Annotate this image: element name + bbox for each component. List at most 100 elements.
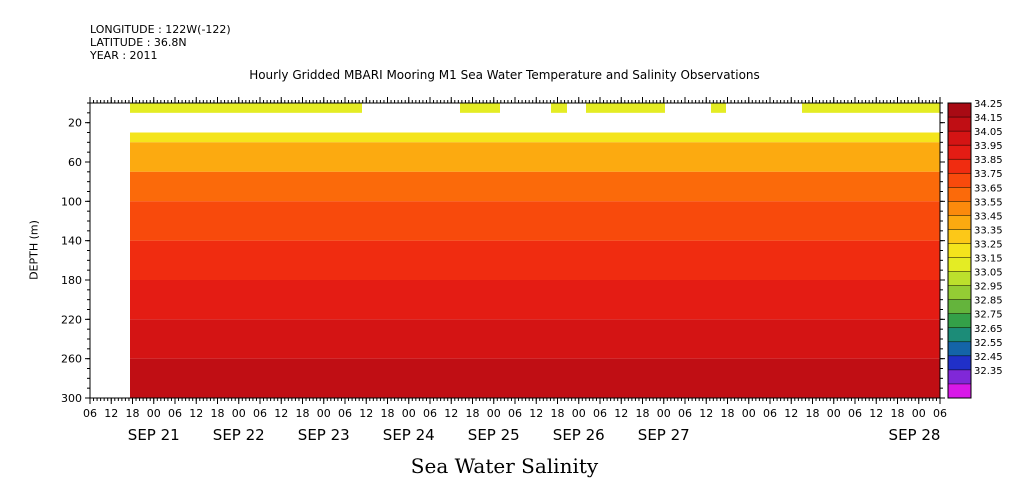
colorbar-swatch: [948, 257, 971, 273]
depth-band: [130, 142, 940, 172]
x-tick-label: 06: [338, 407, 352, 420]
colorbar-label: 33.55: [974, 197, 1003, 208]
colorbar-swatch: [948, 201, 971, 216]
x-tick-label: 18: [466, 407, 480, 420]
x-tick-label: 12: [529, 407, 543, 420]
colorbar-swatch: [948, 285, 971, 301]
colorbar-label: 33.05: [974, 268, 1003, 279]
depth-band: [130, 280, 940, 320]
colorbar-label: 32.45: [974, 352, 1003, 363]
colorbar-swatch: [948, 159, 971, 174]
colorbar-swatch: [948, 173, 971, 188]
x-tick-label: 06: [508, 407, 522, 420]
variable-title: Sea Water Salinity: [410, 454, 599, 478]
x-tick-label: 12: [104, 407, 118, 420]
chart-title: Hourly Gridded MBARI Mooring M1 Sea Wate…: [249, 68, 760, 82]
x-tick-label: 00: [487, 407, 501, 420]
x-date-label: SEP 26: [553, 426, 605, 444]
x-tick-label: 06: [83, 407, 97, 420]
colorbar-swatch: [948, 117, 971, 132]
y-tick-label: 20: [68, 117, 82, 130]
colorbar-swatch: [948, 145, 971, 160]
colorbar-label: 33.85: [974, 155, 1003, 166]
x-tick-label: 06: [763, 407, 777, 420]
colorbar-swatch: [948, 131, 971, 146]
depth-band: [130, 240, 940, 280]
colorbar-swatch: [948, 187, 971, 202]
x-date-label: SEP 21: [128, 426, 180, 444]
colorbar-swatch: [948, 369, 971, 385]
x-tick-label: 00: [827, 407, 841, 420]
meta-latitude: LATITUDE : 36.8N: [90, 36, 187, 49]
colorbar-label: 34.25: [974, 99, 1003, 110]
x-tick-label: 00: [317, 407, 331, 420]
surface-band: [551, 103, 567, 113]
colorbar-label: 33.65: [974, 183, 1003, 194]
x-tick-label: 12: [614, 407, 628, 420]
x-tick-label: 00: [232, 407, 246, 420]
meta-year: YEAR : 2011: [90, 49, 158, 62]
x-date-label: SEP 25: [468, 426, 520, 444]
colorbar-label: 34.05: [974, 127, 1003, 138]
colorbar-label: 33.75: [974, 169, 1003, 180]
x-tick-label: 18: [891, 407, 905, 420]
colorbar-label: 33.45: [974, 211, 1003, 222]
x-tick-label: 18: [806, 407, 820, 420]
y-tick-label: 100: [61, 195, 82, 208]
depth-band: [130, 201, 940, 241]
colorbar-swatch: [948, 313, 971, 329]
colorbar-swatch: [948, 383, 971, 399]
x-tick-label: 12: [784, 407, 798, 420]
x-tick-label: 18: [126, 407, 140, 420]
colorbar-label: 32.55: [974, 338, 1003, 349]
y-tick-label: 220: [61, 313, 82, 326]
x-tick-label: 00: [572, 407, 586, 420]
depth-band: [130, 171, 940, 202]
colorbar-frame: [947, 102, 972, 399]
x-tick-label: 00: [147, 407, 161, 420]
x-date-label: SEP 22: [213, 426, 265, 444]
x-tick-label: 18: [211, 407, 225, 420]
x-tick-label: 12: [699, 407, 713, 420]
colorbar-swatch: [948, 271, 971, 287]
colorbar-swatch: [948, 299, 971, 315]
depth-band: [130, 358, 940, 398]
x-date-label: SEP 27: [638, 426, 690, 444]
x-tick-label: 06: [423, 407, 437, 420]
x-tick-label: 12: [274, 407, 288, 420]
surface-band: [460, 103, 500, 113]
x-date-label: SEP 28: [889, 426, 941, 444]
x-tick-label: 06: [933, 407, 947, 420]
depth-band: [130, 319, 940, 359]
x-tick-label: 00: [912, 407, 926, 420]
colorbar-label: 32.35: [974, 366, 1003, 377]
y-tick-label: 180: [61, 274, 82, 287]
meta-longitude: LONGITUDE : 122W(-122): [90, 23, 231, 36]
colorbar-label: 33.15: [974, 254, 1003, 265]
x-tick-label: 00: [657, 407, 671, 420]
colorbar-label: 33.95: [974, 141, 1003, 152]
x-date-label: SEP 24: [383, 426, 435, 444]
x-tick-label: 12: [359, 407, 373, 420]
x-tick-label: 18: [381, 407, 395, 420]
x-tick-label: 00: [742, 407, 756, 420]
colorbar-swatch: [948, 229, 971, 244]
colorbar-swatch: [948, 341, 971, 357]
colorbar-label: 33.25: [974, 239, 1003, 250]
colorbar-label: 33.35: [974, 225, 1003, 236]
colorbar-swatch: [948, 215, 971, 230]
colorbar-label: 32.75: [974, 310, 1003, 321]
x-tick-label: 06: [678, 407, 692, 420]
x-tick-label: 18: [721, 407, 735, 420]
surface-band: [586, 103, 665, 113]
surface-band: [802, 103, 940, 113]
y-tick-label: 300: [61, 392, 82, 405]
colorbar-swatch: [948, 355, 971, 371]
y-tick-label: 60: [68, 156, 82, 169]
y-tick-label: 140: [61, 235, 82, 248]
y-tick-label: 260: [61, 353, 82, 366]
colorbar-swatch: [948, 243, 971, 259]
x-tick-label: 18: [296, 407, 310, 420]
x-tick-label: 06: [168, 407, 182, 420]
